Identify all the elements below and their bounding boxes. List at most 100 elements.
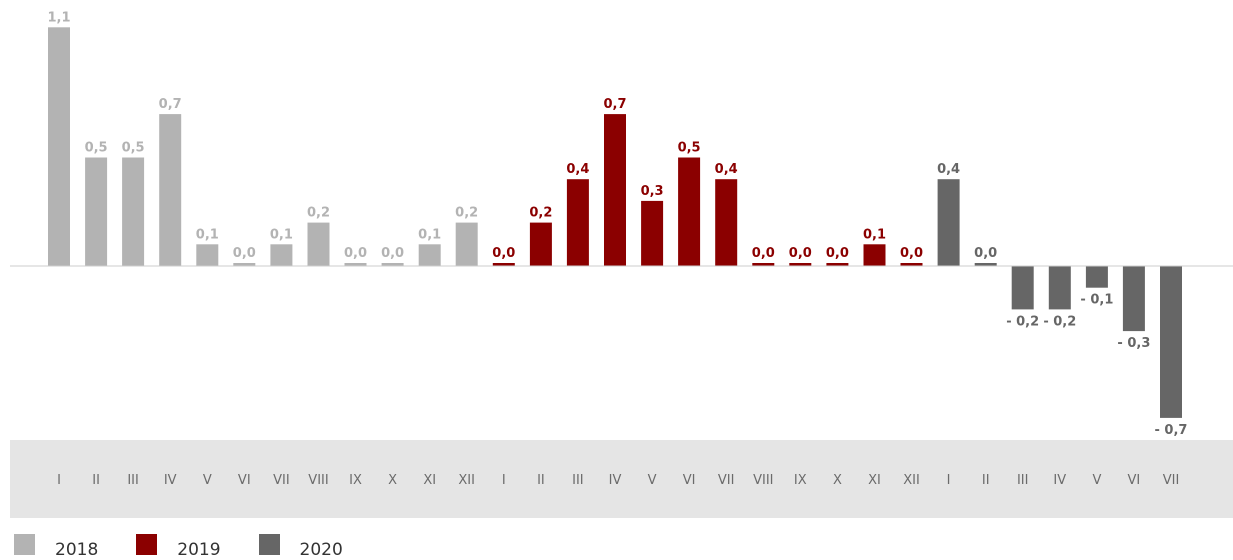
category-tick-label: I <box>57 473 61 488</box>
bar-2018-VII <box>270 244 293 266</box>
bars-group <box>48 27 1182 418</box>
bar-2019-II <box>529 222 552 266</box>
value-label: 1,1 <box>47 10 70 25</box>
bar-2020-IV <box>1048 266 1071 310</box>
legend-label-2019: 2019 <box>177 540 221 560</box>
value-label: 0,4 <box>937 162 960 177</box>
bar-2019-IV <box>604 114 626 266</box>
bar-2018-XII <box>455 222 478 266</box>
category-tick-label: I <box>502 473 506 488</box>
value-label: 0,4 <box>566 162 589 177</box>
legend-item-2019: 2019 <box>136 533 221 560</box>
category-tick-label: V <box>1092 473 1101 488</box>
category-tick-label: I <box>947 473 951 488</box>
legend-label-2018: 2018 <box>55 540 99 560</box>
category-tick-label: IV <box>609 473 622 488</box>
category-tick-label: IX <box>349 473 362 488</box>
bar-2018-VIII <box>307 222 330 266</box>
value-label: 0,4 <box>715 162 738 177</box>
bar-2019-I <box>492 263 515 266</box>
value-label: 0,5 <box>678 141 701 156</box>
bar-2020-III <box>1011 266 1034 310</box>
legend: 2018 2019 2020 <box>14 533 381 560</box>
value-label: - 0,2 <box>1043 314 1076 329</box>
value-label: 0,0 <box>752 246 775 261</box>
value-label: 0,2 <box>455 206 478 221</box>
category-tick-label: XII <box>458 473 475 488</box>
bar-2019-XII <box>900 263 923 266</box>
category-tick-label: VIII <box>308 473 328 488</box>
bar-2019-III <box>566 179 589 266</box>
value-label: 0,0 <box>381 246 404 261</box>
value-labels-group: 1,1 0,5 0,5 0,7 0,1 0,0 0,1 0,2 0,0 0,0 0,1 0,2 0,0 0… <box>47 10 1187 438</box>
value-label: 0,0 <box>789 246 812 261</box>
bar-2018-I <box>48 27 70 266</box>
legend-swatch-2018 <box>14 533 35 555</box>
bar-2020-I <box>937 179 960 266</box>
category-tick-label: III <box>572 473 584 488</box>
category-tick-label: VI <box>1128 473 1141 488</box>
bar-2020-II <box>974 263 997 266</box>
category-tick-label: X <box>388 473 397 488</box>
value-label: 0,0 <box>344 246 367 261</box>
bar-2018-V <box>196 244 219 266</box>
value-label: 0,5 <box>85 141 108 156</box>
bar-2018-II <box>85 157 108 266</box>
category-tick-label: IV <box>1053 473 1066 488</box>
value-label: 0,3 <box>641 184 664 199</box>
category-tick-label: XI <box>423 473 436 488</box>
bar-2018-III <box>122 157 145 266</box>
category-tick-label: III <box>127 473 139 488</box>
category-tick-label: VI <box>238 473 251 488</box>
category-tick-label: II <box>982 473 990 488</box>
value-label: - 0,1 <box>1080 293 1113 308</box>
legend-label-2020: 2020 <box>299 540 343 560</box>
category-tick-label: III <box>1017 473 1029 488</box>
category-tick-label: VII <box>718 473 735 488</box>
legend-item-2018: 2018 <box>14 533 98 560</box>
category-tick-label: VII <box>273 473 290 488</box>
bar-2020-VI <box>1122 266 1145 332</box>
category-tick-label: IV <box>164 473 177 488</box>
bar-2019-VII <box>715 179 738 266</box>
legend-item-2020: 2020 <box>258 533 343 560</box>
value-label: 0,0 <box>233 246 256 261</box>
bar-2018-IX <box>344 263 367 266</box>
legend-swatch-2020 <box>258 533 280 555</box>
category-ticks-group: I II III IV V VI VII VIII IX X XI XII I II III IV V VI VII… <box>57 473 1179 488</box>
category-tick-label: IX <box>794 473 807 488</box>
value-label: - 0,2 <box>1006 314 1039 329</box>
value-label: 0,1 <box>418 227 441 242</box>
value-label: 0,2 <box>529 206 552 221</box>
bar-2019-X <box>826 263 849 266</box>
category-tick-label: V <box>648 473 657 488</box>
category-tick-label: II <box>537 473 545 488</box>
category-tick-label: V <box>203 473 212 488</box>
bar-2018-VI <box>233 263 256 266</box>
category-tick-label: X <box>833 473 842 488</box>
bar-2019-VIII <box>752 263 775 266</box>
value-label: - 0,3 <box>1117 336 1150 351</box>
category-tick-label: VI <box>683 473 696 488</box>
bar-2019-IX <box>789 263 812 266</box>
value-label: 0,0 <box>900 246 923 261</box>
value-label: 0,7 <box>159 97 182 112</box>
bar-2018-IV <box>159 114 182 266</box>
bar-2018-XI <box>418 244 441 266</box>
category-tick-label: VIII <box>753 473 773 488</box>
value-label: 0,0 <box>974 246 997 261</box>
bar-2018-X <box>381 263 404 266</box>
value-label: 0,0 <box>492 246 515 261</box>
category-tick-label: XI <box>868 473 881 488</box>
value-label: 0,1 <box>196 227 219 242</box>
category-tick-label: XII <box>903 473 920 488</box>
value-label: 0,7 <box>603 97 626 112</box>
bar-2019-VI <box>678 157 701 266</box>
bar-2020-VII <box>1160 266 1182 418</box>
value-label: 0,2 <box>307 206 330 221</box>
value-label: 0,1 <box>270 227 293 242</box>
category-axis-band <box>10 440 1233 518</box>
value-label: - 0,7 <box>1155 423 1188 438</box>
bar-2019-XI <box>863 244 886 266</box>
